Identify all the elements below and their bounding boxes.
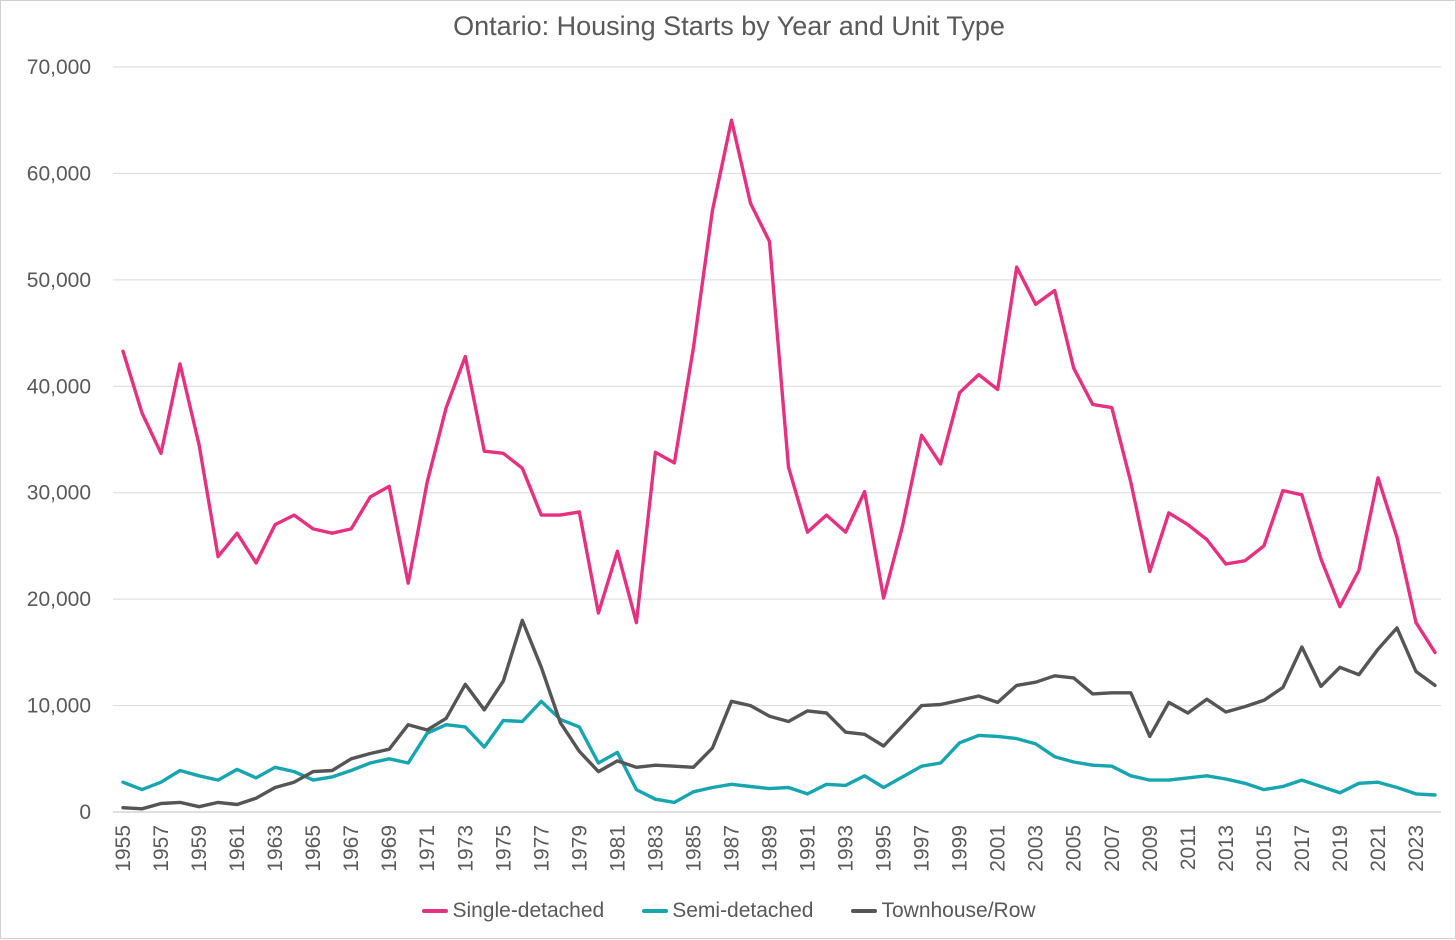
x-tick-label: 2007 xyxy=(1101,825,1124,872)
y-axis-tick-labels: 0 10,000 20,000 30,000 40,000 50,000 60,000 70,… xyxy=(27,56,91,824)
x-tick-label: 2015 xyxy=(1253,825,1276,872)
legend-item-single-detached[interactable]: Single-detached xyxy=(422,899,604,923)
x-tick-label: 2019 xyxy=(1329,825,1352,872)
x-tick-label: 1997 xyxy=(911,825,934,872)
gridlines xyxy=(113,66,1441,813)
x-tick-label: 2017 xyxy=(1291,825,1314,872)
x-tick-label: 2011 xyxy=(1177,825,1200,870)
legend-item-semi-detached[interactable]: Semi-detached xyxy=(642,899,813,923)
x-tick-label: 2005 xyxy=(1063,825,1086,872)
x-tick-label: 1993 xyxy=(835,825,858,872)
x-tick-label: 1955 xyxy=(112,825,135,872)
legend-swatch-single-detached xyxy=(422,909,449,913)
x-tick-label: 1987 xyxy=(720,825,743,872)
x-tick-label: 1981 xyxy=(606,825,629,872)
x-tick-label: 1989 xyxy=(758,825,781,872)
y-tick-label: 20,000 xyxy=(27,588,91,611)
x-tick-label: 2013 xyxy=(1215,825,1238,872)
series-line-semi-detached xyxy=(121,699,1437,805)
series-line-single-detached xyxy=(121,118,1437,655)
x-tick-label: 1985 xyxy=(682,825,705,872)
legend-item-townhouse-row[interactable]: Townhouse/Row xyxy=(851,899,1036,923)
x-tick-label: 1995 xyxy=(873,825,896,872)
x-tick-label: 1963 xyxy=(264,825,287,872)
legend-label-townhouse-row: Townhouse/Row xyxy=(881,899,1036,922)
y-tick-label: 10,000 xyxy=(27,695,91,718)
x-tick-label: 1975 xyxy=(492,825,515,872)
x-tick-label: 1959 xyxy=(188,825,211,872)
legend: Single-detached Semi-detached Townhouse/… xyxy=(1,899,1456,923)
x-tick-label: 2021 xyxy=(1367,825,1390,872)
x-tick-label: 1969 xyxy=(378,825,401,872)
x-tick-label: 1983 xyxy=(644,825,667,872)
legend-label-semi-detached: Semi-detached xyxy=(672,899,814,922)
x-tick-label: 1961 xyxy=(226,825,249,872)
y-tick-label: 60,000 xyxy=(27,162,91,185)
x-tick-label: 2023 xyxy=(1405,825,1428,872)
legend-label-single-detached: Single-detached xyxy=(452,899,605,922)
y-tick-label: 50,000 xyxy=(27,269,91,292)
x-tick-label: 1973 xyxy=(454,825,477,872)
x-tick-label: 1965 xyxy=(302,825,325,872)
x-tick-label: 2001 xyxy=(987,825,1010,872)
x-tick-label: 2009 xyxy=(1139,825,1162,872)
x-axis-tick-labels: 1955 1957 1959 1961 1963 1965 1967 1969 1971 1973… xyxy=(112,825,1428,872)
x-tick-label: 1999 xyxy=(949,825,972,872)
x-tick-label: 1977 xyxy=(530,825,553,872)
legend-swatch-townhouse-row xyxy=(851,909,878,913)
series-lines xyxy=(121,118,1437,811)
x-tick-label: 1971 xyxy=(416,825,439,872)
x-tick-label: 2003 xyxy=(1025,825,1048,872)
x-tick-label: 1991 xyxy=(797,825,820,872)
x-tick-label: 1957 xyxy=(150,825,173,872)
x-tick-label: 1979 xyxy=(568,825,591,872)
chart-title: Ontario: Housing Starts by Year and Unit… xyxy=(453,11,1005,41)
y-tick-label: 40,000 xyxy=(27,375,91,398)
y-tick-label: 70,000 xyxy=(27,56,91,79)
x-tick-label: 1967 xyxy=(340,825,363,872)
legend-swatch-semi-detached xyxy=(642,909,669,913)
y-tick-label: 30,000 xyxy=(27,482,91,505)
y-tick-label: 0 xyxy=(79,801,91,824)
series-line-townhouse-row xyxy=(121,618,1437,811)
